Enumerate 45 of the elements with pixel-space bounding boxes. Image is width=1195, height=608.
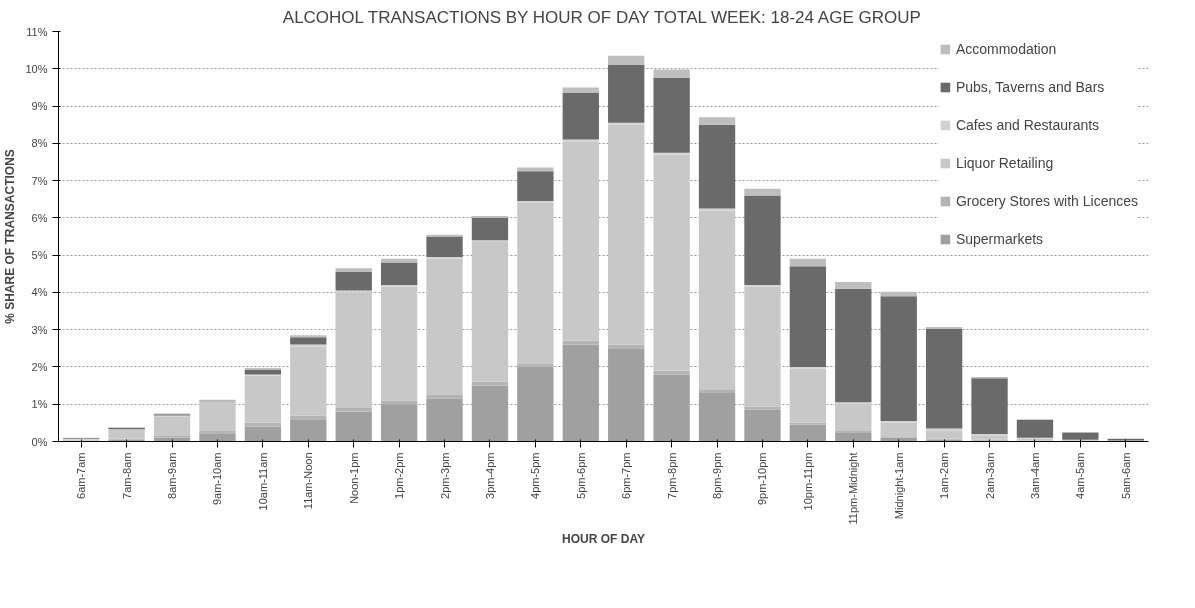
y-tick-label: 3% [31,323,48,336]
x-tick-label: 10am-11am [256,452,269,511]
legend-label: Supermarkets [955,231,1044,247]
x-tick-label: Noon-1pm [347,452,360,504]
y-tick-label: 10% [25,62,48,75]
y-tick-label: 7% [31,174,48,187]
x-tick-label: 10pm-11pm [801,452,814,511]
y-tick-label: 1% [31,398,48,411]
y-tick-label: 6% [31,211,48,224]
x-tick-label: 3pm-4pm [483,452,496,499]
x-tick-label: 8am-9am [166,452,179,499]
x-tick-label: 5pm-6pm [574,452,587,499]
x-tick-label: 9pm-10pm [756,452,769,506]
y-tick-label: 0% [31,435,48,448]
y-tick-label: 8% [31,137,48,150]
x-tick-label: 8pm-9pm [711,452,724,499]
x-tick-label: 11pm-Midnight [847,452,860,525]
x-tick-label: 7am-8am [120,452,133,499]
x-tick-label: 5am-6am [1119,452,1132,499]
legend-label: Pubs, Taverns and Bars [955,79,1105,95]
x-axis-title: HOUR OF DAY [562,532,645,547]
x-tick-label: 4pm-5pm [529,452,542,499]
y-axis-title: % SHARE OF TRANSACTIONS [3,149,18,324]
x-tick-label: 1am-2am [938,452,951,499]
x-tick-label: 2pm-3pm [438,452,451,499]
x-tick-label: 2am-3am [983,452,996,499]
y-tick-label: 5% [31,249,48,262]
legend-label: Grocery Stores with Licences [955,193,1138,209]
x-tick-label: 1pm-2pm [393,452,406,499]
x-tick-label: 6pm-7pm [620,452,633,499]
y-tick-label: 9% [31,100,48,113]
legend-label: Cafes and Restaurants [955,117,1100,133]
y-tick-label: 4% [31,286,48,299]
x-tick-label: 3am-4am [1028,452,1041,499]
x-tick-label: 6am-7am [75,452,88,499]
legend-label: Accommodation [955,41,1057,57]
y-tick-label: 11% [26,25,48,38]
chart-title: ALCOHOL TRANSACTIONS BY HOUR OF DAY TOTAL WEEK: 18-24 AGE GROUP [282,7,921,27]
x-tick-label: 9am-10am [211,452,224,506]
x-tick-label: 4am-5am [1074,452,1087,499]
y-tick-label: 2% [31,360,48,373]
x-tick-label: Midnight-1am [892,452,905,520]
legend-label: Liquor Retailing [955,155,1054,171]
x-tick-label: 7pm-8pm [665,452,678,499]
x-tick-label: 11am-Noon [302,452,315,510]
